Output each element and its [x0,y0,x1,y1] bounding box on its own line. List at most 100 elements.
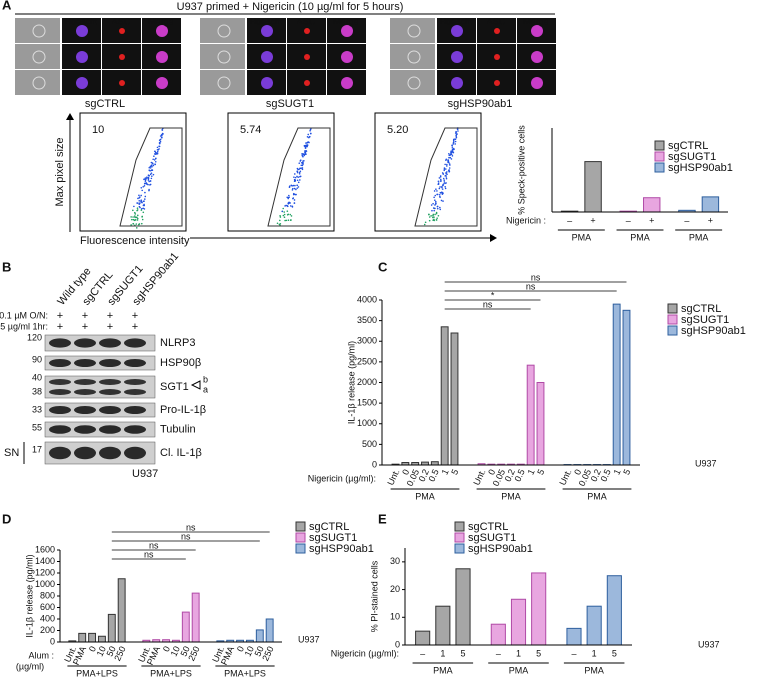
flow-event [441,172,444,174]
legend-swatch [454,532,465,543]
x-tick-label: 5 [612,648,617,658]
flow-event [279,214,281,217]
sig-label: ns [526,281,536,291]
cell [407,24,421,38]
flow-event [160,136,163,139]
flow-event [153,155,155,158]
flow-event [299,179,301,181]
flow-event [439,206,441,209]
cell-signal [341,77,353,89]
group-label: PMA [584,665,604,675]
flow-event [130,216,132,218]
flow-event [448,170,451,173]
cell-signal [451,25,463,37]
flow-event [302,163,305,165]
flow-event [439,186,441,188]
flow-event [149,170,151,172]
bar [435,605,451,646]
x-tick-label: 0 [400,468,411,477]
bar [117,578,126,643]
x-axis-label: Nigericin (µg/ml): [331,648,399,658]
flow-event [438,194,441,196]
mw-marker: 90 [32,354,42,364]
bar [107,613,116,643]
flow-event [448,152,450,155]
band [74,446,96,460]
plus: + [107,321,113,333]
flow-event [438,187,441,190]
flow-event [296,175,298,178]
cell [32,76,46,90]
flow-event [291,206,294,208]
x-tick-label: 5 [449,468,460,477]
flow-event [452,141,455,144]
flow-event [308,141,310,144]
gate-value: 10 [92,124,104,136]
panel-letter: C [378,259,388,274]
flow-event [439,180,442,182]
flow-event [294,184,296,187]
flow-event [428,213,430,216]
y-axis-label: IL-1β release (pg/ml) [346,341,356,424]
cell-signal [494,28,500,34]
flow-event [132,209,134,212]
flow-event [444,168,447,170]
x-tick-label: 5 [535,468,546,477]
cell-signal [451,77,463,89]
flow-event [455,130,457,133]
bar [584,161,602,213]
band [74,389,96,395]
band [49,446,71,460]
sig-label: ns [144,549,154,559]
y-tick-label: 2500 [357,356,377,366]
flow-event [137,197,139,200]
flow-event [134,219,137,221]
group-label: PMA [501,491,521,501]
band-label: NLRP3 [160,337,195,349]
x-tick-label: 50 [104,645,117,658]
flow-event [433,196,435,199]
cell-signal [119,54,125,60]
flow-event [430,215,432,217]
flow-event [298,162,301,164]
y-tick-label: 400 [40,613,55,623]
cell [407,50,421,64]
flow-event [144,180,147,182]
flow-event [447,161,450,164]
x-tick-label: 50 [252,645,265,658]
flow-event [284,205,286,207]
flow-event [143,203,145,206]
flow-event [147,176,150,179]
condition-label: Nigericin 5 µg/ml 1hr: [0,321,48,331]
cell-signal [76,77,88,89]
panel-title: U937 primed + Nigericin (10 µg/ml for 5 … [177,1,404,13]
flow-event [293,187,296,190]
flow-event [294,180,296,182]
channel-label: ASC [487,16,506,26]
flow-event [442,177,445,180]
band [99,338,121,348]
cell [407,76,421,90]
x-tick-label: + [649,215,654,225]
flow-event [436,207,439,210]
cell-signal [76,51,88,63]
flow-event [435,219,438,221]
flow-event [450,153,453,156]
x-tick-label: 1 [440,648,445,658]
x-tick-label: Unt. [557,468,573,487]
flow-event [141,189,144,192]
flow-event [451,150,454,153]
flow-event [450,150,453,152]
flow-event [452,139,455,142]
flow-event [149,165,152,168]
flow-event [138,223,141,225]
x-tick-label: 0.2 [503,468,517,484]
band [124,406,146,414]
cell-signal [119,28,125,34]
flow-event [446,173,448,176]
flow-event [304,153,306,156]
legend-label: sgHSP90ab1 [668,162,733,174]
channel-label: ASC [112,16,131,26]
flow-event [143,178,145,181]
arrowhead [66,113,74,120]
